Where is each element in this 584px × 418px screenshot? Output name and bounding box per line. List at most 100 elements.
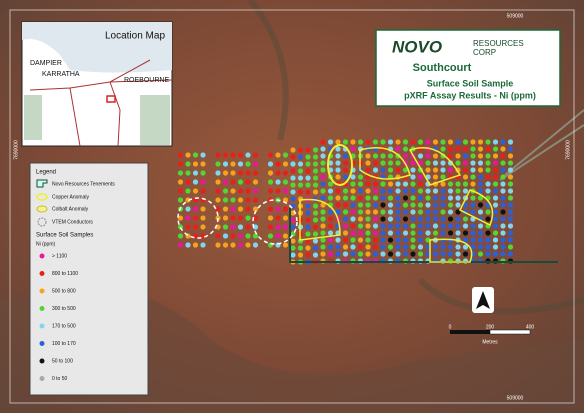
sample-dot: [252, 206, 259, 212]
sample-dot: [402, 153, 409, 159]
sample-dot: [275, 152, 281, 158]
sample-dot: [492, 167, 499, 173]
sample-dot: [477, 153, 484, 159]
sample-dot: [365, 167, 371, 173]
sample-dot: [350, 195, 356, 201]
sample-dot: [402, 181, 409, 187]
sample-dot: [222, 197, 229, 203]
sample-dot: [492, 244, 499, 250]
sample-dot: [440, 216, 446, 222]
sample-dot: [282, 179, 289, 185]
sample-dot: [192, 179, 199, 185]
sample-dot: [395, 139, 401, 145]
sample-dot: [245, 233, 251, 239]
sample-dot: [425, 216, 431, 222]
sample-dot: [492, 181, 499, 187]
sample-dot: [245, 242, 251, 248]
sample-dot: [417, 188, 424, 194]
sample-dot: [327, 195, 334, 201]
scale-label: 0: [449, 324, 452, 330]
sample-dot: [417, 223, 424, 229]
sample-dot: [470, 237, 476, 243]
sample-dot: [492, 251, 499, 257]
sample-dot: [357, 216, 364, 222]
sample-dot: [410, 209, 416, 215]
legend-label: Novo Resources Tenements: [52, 181, 115, 187]
sample-dot: [357, 202, 364, 208]
sample-dot: [432, 160, 439, 166]
legend-swatch: [39, 306, 45, 311]
sample-dot: [335, 251, 341, 257]
sample-dot: [402, 223, 409, 229]
sample-dot: [320, 209, 326, 215]
sample-dot: [275, 188, 281, 194]
sample-dot: [425, 160, 431, 166]
sample-dot: [305, 217, 311, 223]
sample-dot: [447, 251, 454, 257]
sample-dot: [485, 230, 491, 236]
sample-dot: [440, 181, 446, 187]
sample-dot: [327, 181, 334, 187]
sample-dot: [410, 251, 416, 257]
sample-dot: [425, 209, 431, 215]
sample-dot: [365, 251, 371, 257]
sample-dot: [387, 251, 394, 257]
logo-sub: CORP: [473, 48, 496, 57]
sample-dot: [440, 230, 446, 236]
sample-dot: [447, 230, 454, 236]
sample-dot: [177, 179, 184, 185]
sample-dot: [417, 153, 424, 159]
sample-dot: [335, 153, 341, 159]
sample-dot: [327, 209, 334, 215]
sample-dot: [357, 139, 364, 145]
sample-dot: [305, 147, 311, 153]
sample-dot: [327, 160, 334, 166]
sample-dot: [410, 174, 416, 180]
sample-dot: [245, 179, 251, 185]
sample-dot: [455, 160, 461, 166]
sample-dot: [237, 188, 244, 194]
sample-dot: [417, 181, 424, 187]
sample-dot: [387, 153, 394, 159]
sample-dot: [237, 215, 244, 221]
site-marker: [106, 95, 116, 103]
sample-dot: [327, 230, 334, 236]
sample-dot: [192, 188, 199, 194]
sample-dot: [500, 244, 506, 250]
sample-dot: [350, 223, 356, 229]
sample-dot: [177, 152, 184, 158]
sample-dot: [425, 139, 431, 145]
sample-dot: [492, 174, 499, 180]
sample-dot: [485, 209, 491, 215]
location-inset: Location Map DAMPIER KARRATHA ROEBOURNE: [21, 21, 173, 147]
sample-dot: [192, 215, 199, 221]
sample-dot: [297, 154, 304, 160]
place-label: ROEBOURNE: [124, 77, 169, 84]
sample-dot: [462, 237, 469, 243]
sample-dot: [462, 230, 469, 236]
legend-swatch: [39, 323, 45, 329]
sample-dot: [417, 230, 424, 236]
sample-dot: [462, 146, 469, 152]
sample-dot: [320, 223, 326, 229]
sample-dot: [500, 230, 506, 236]
sample-dot: [342, 244, 349, 250]
sample-dot: [500, 167, 506, 173]
sample-dot: [305, 231, 311, 237]
sample-dot: [350, 251, 356, 257]
sample-dot: [470, 195, 476, 201]
sample-dot: [402, 139, 409, 145]
sample-dot: [312, 175, 319, 181]
sample-dot: [350, 188, 356, 194]
sample-dot: [185, 224, 191, 230]
sample-dot: [387, 223, 394, 229]
sample-dot: [215, 197, 221, 203]
sample-dot: [440, 202, 446, 208]
sample-dot: [305, 161, 311, 167]
sample-dot: [342, 188, 349, 194]
sample-dot: [477, 160, 484, 166]
sample-dot: [380, 139, 386, 145]
road: [499, 109, 584, 181]
sample-dot: [282, 152, 289, 158]
